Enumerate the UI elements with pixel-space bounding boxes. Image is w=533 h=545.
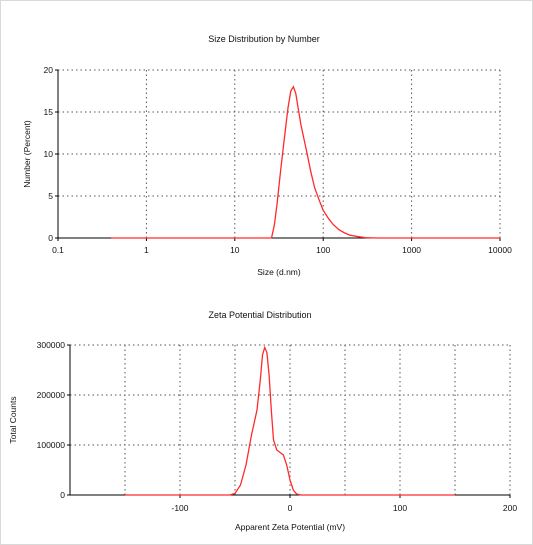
zeta-chart-x-label: Apparent Zeta Potential (mV) xyxy=(235,522,345,532)
size-distribution-chart: Size Distribution by Number 0.1 1 10 100 100… xyxy=(22,34,512,277)
size-chart-y-label: Number (Percent) xyxy=(22,120,32,188)
zeta-chart-y-tick-label: 0 xyxy=(60,490,65,500)
size-chart-y-tick-label: 10 xyxy=(44,149,54,159)
zeta-chart-x-tick-label: 0 xyxy=(288,503,293,513)
zeta-chart-y-tick-label: 300000 xyxy=(37,340,66,350)
size-chart-x-label: Size (d.nm) xyxy=(257,267,301,277)
zeta-chart-title: Zeta Potential Distribution xyxy=(208,310,311,320)
zeta-potential-chart: Zeta Potential Distribution -100 0 100 200 … xyxy=(8,310,517,532)
size-chart-y-tick-label: 5 xyxy=(48,191,53,201)
zeta-chart-x-ticks: -100 0 100 200 xyxy=(171,495,517,513)
size-distribution-series-line xyxy=(111,85,500,239)
size-chart-x-ticks: 0.1 1 10 100 1000 10000 xyxy=(52,238,512,255)
size-chart-y-tick-label: 20 xyxy=(44,65,54,75)
size-chart-x-tick-label: 1000 xyxy=(402,245,421,255)
size-chart-x-tick-label: 10 xyxy=(230,245,240,255)
size-chart-title: Size Distribution by Number xyxy=(208,34,320,44)
size-chart-x-tick-label: 100 xyxy=(316,245,330,255)
size-chart-y-ticks: 0 5 10 15 20 xyxy=(44,65,58,243)
size-chart-y-tick-label: 0 xyxy=(48,233,53,243)
zeta-chart-x-tick-label: 200 xyxy=(503,503,517,513)
zeta-potential-series-line xyxy=(125,345,455,496)
zeta-chart-y-label: Total Counts xyxy=(8,396,18,443)
zeta-chart-y-tick-label: 200000 xyxy=(37,390,66,400)
size-chart-y-tick-label: 15 xyxy=(44,107,54,117)
size-chart-grid xyxy=(58,69,501,238)
zeta-chart-y-ticks: 0 100000 200000 300000 xyxy=(37,340,70,500)
zeta-chart-y-tick-label: 100000 xyxy=(37,440,66,450)
zeta-chart-x-tick-label: 100 xyxy=(393,503,407,513)
zeta-chart-grid xyxy=(70,344,511,495)
size-chart-x-tick-label: 10000 xyxy=(488,245,512,255)
size-chart-x-tick-label: 1 xyxy=(144,245,149,255)
size-chart-x-tick-label: 0.1 xyxy=(52,245,64,255)
zeta-chart-x-tick-label: -100 xyxy=(171,503,188,513)
